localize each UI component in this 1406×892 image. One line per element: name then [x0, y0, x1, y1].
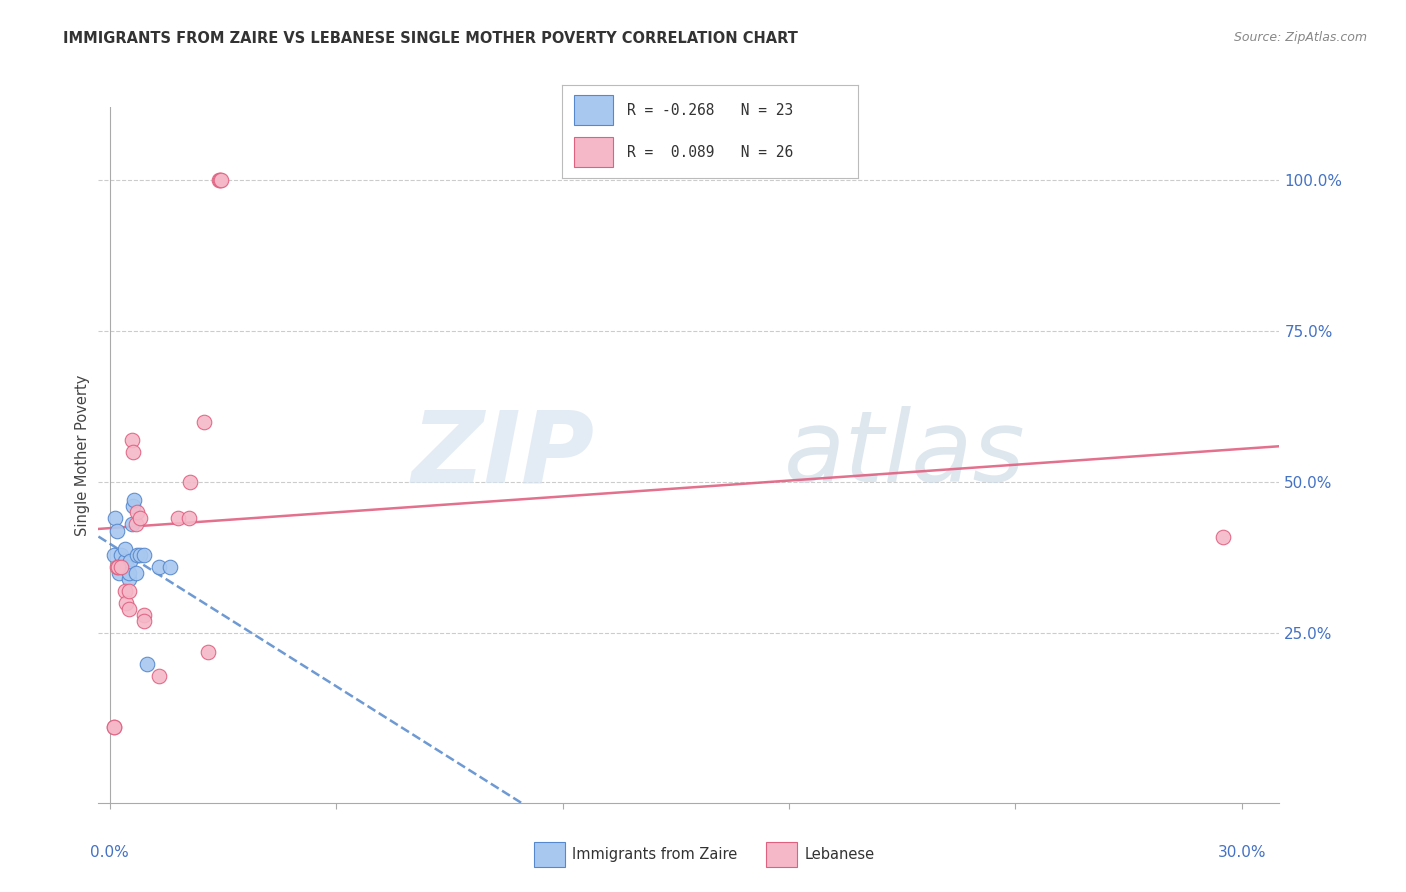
Text: R =  0.089   N = 26: R = 0.089 N = 26: [627, 145, 793, 160]
Point: [103, 720, 125, 734]
Point: [111, 559, 134, 574]
Point: [122, 445, 145, 459]
Text: atlas: atlas: [783, 407, 1025, 503]
Point: [148, 669, 170, 683]
Point: [105, 524, 128, 538]
Point: [179, 475, 201, 490]
Point: [122, 493, 145, 508]
Point: [108, 566, 131, 580]
Text: 0.0%: 0.0%: [90, 845, 129, 860]
Text: R = -0.268   N = 23: R = -0.268 N = 23: [627, 103, 793, 118]
Point: [132, 548, 155, 562]
Point: [104, 511, 127, 525]
Point: [115, 559, 138, 574]
Point: [125, 505, 148, 519]
Point: [118, 602, 141, 616]
Point: [166, 511, 188, 525]
Point: [136, 657, 159, 671]
Point: [108, 559, 131, 574]
Point: [125, 548, 148, 562]
Point: [114, 584, 136, 599]
Point: [208, 172, 231, 186]
Point: [209, 172, 232, 186]
Text: ZIP: ZIP: [412, 407, 595, 503]
Point: [121, 433, 143, 447]
Point: [1212, 530, 1234, 544]
Point: [110, 559, 132, 574]
Point: [121, 517, 143, 532]
FancyBboxPatch shape: [574, 95, 613, 125]
Point: [117, 584, 139, 599]
Text: 30.0%: 30.0%: [1218, 845, 1265, 860]
Point: [110, 548, 132, 562]
Point: [148, 559, 170, 574]
FancyBboxPatch shape: [574, 137, 613, 167]
Point: [125, 566, 148, 580]
Point: [129, 511, 152, 525]
Point: [129, 548, 152, 562]
Point: [208, 172, 231, 186]
Point: [117, 566, 139, 580]
Point: [120, 554, 142, 568]
Point: [114, 541, 136, 556]
Point: [177, 511, 200, 525]
Point: [103, 720, 125, 734]
Text: Lebanese: Lebanese: [804, 847, 875, 862]
Point: [114, 554, 136, 568]
Y-axis label: Single Mother Poverty: Single Mother Poverty: [75, 375, 90, 535]
Point: [159, 559, 181, 574]
Point: [193, 415, 215, 429]
Point: [125, 517, 148, 532]
Point: [122, 500, 145, 514]
Text: Immigrants from Zaire: Immigrants from Zaire: [572, 847, 738, 862]
Point: [103, 548, 125, 562]
Point: [117, 572, 139, 586]
Point: [197, 644, 219, 658]
Point: [114, 596, 136, 610]
Point: [107, 559, 129, 574]
Point: [132, 608, 155, 623]
Point: [105, 559, 128, 574]
Point: [134, 615, 156, 629]
Text: IMMIGRANTS FROM ZAIRE VS LEBANESE SINGLE MOTHER POVERTY CORRELATION CHART: IMMIGRANTS FROM ZAIRE VS LEBANESE SINGLE…: [63, 31, 799, 46]
Text: Source: ZipAtlas.com: Source: ZipAtlas.com: [1233, 31, 1367, 45]
